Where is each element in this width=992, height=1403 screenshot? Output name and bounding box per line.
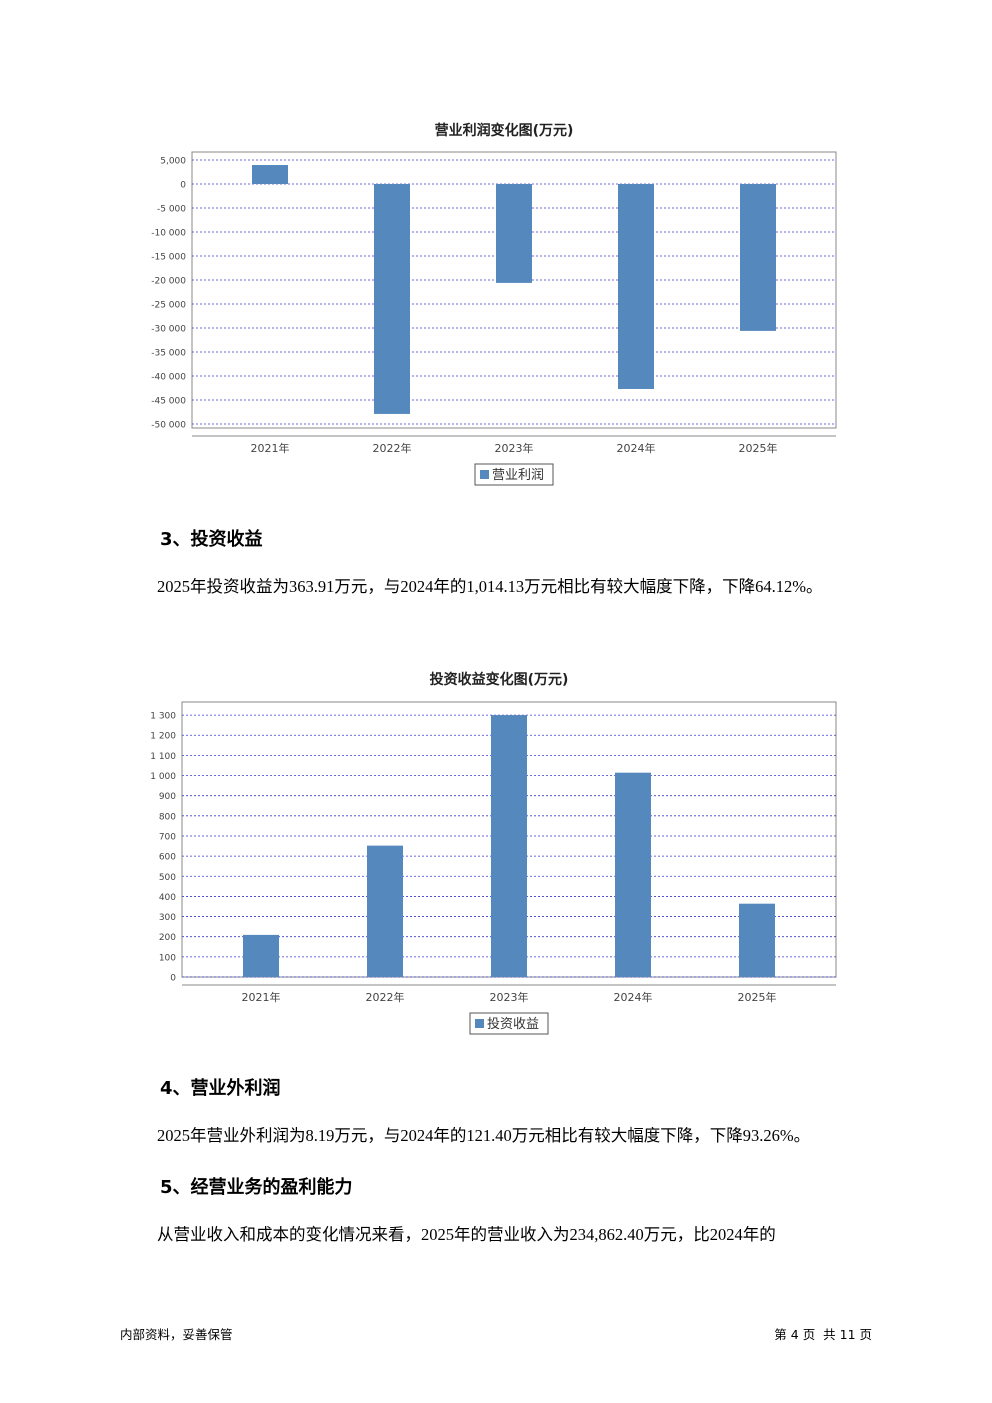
- y-tick-label: -30 000: [151, 325, 186, 335]
- y-tick-label: 600: [159, 853, 176, 863]
- y-tick-label: -15 000: [151, 253, 186, 263]
- legend-swatch: [480, 470, 489, 479]
- bar: [739, 903, 775, 977]
- bar: [367, 845, 403, 977]
- bar: [496, 184, 532, 283]
- y-tick-label: 400: [159, 893, 176, 903]
- y-tick-label: -35 000: [151, 349, 186, 359]
- x-tick-label: 2022年: [366, 990, 405, 1004]
- section-heading: 3、投资收益: [160, 529, 263, 550]
- y-tick-label: -10 000: [151, 229, 186, 239]
- x-tick-label: 2021年: [251, 441, 290, 455]
- x-tick-label: 2021年: [242, 990, 281, 1004]
- charts: 营业利润变化图(万元) 5,000 0 -5 000 -10 000 -15 000 -20…: [150, 122, 837, 1035]
- y-tick-label: 500: [159, 873, 176, 883]
- chart-title: 投资收益变化图(万元): [430, 671, 569, 688]
- bar: [243, 934, 279, 977]
- y-tick-label: 100: [159, 953, 176, 963]
- y-tick-label: 1 300: [150, 712, 176, 722]
- bar: [491, 715, 527, 977]
- y-tick-label: 1 100: [150, 752, 176, 762]
- bar: [374, 184, 410, 414]
- legend-box: [469, 1012, 549, 1035]
- x-tick-label: 2024年: [614, 990, 653, 1004]
- legend-label: 营业利润: [492, 468, 544, 483]
- paragraph: 从营业收入和成本的变化情况来看，2025年的营业收入为234,862.40万元，…: [157, 1225, 776, 1244]
- bar: [252, 165, 288, 185]
- bar: [618, 184, 654, 389]
- footer-right: 第 4 页 共 11 页: [774, 1327, 872, 1342]
- y-tick-label: 800: [159, 812, 176, 822]
- x-tick-label: 2025年: [738, 990, 777, 1004]
- x-tick-label: 2022年: [373, 441, 412, 455]
- bar: [615, 772, 651, 977]
- y-tick-label: 5,000: [160, 157, 186, 167]
- paragraph: 2025年投资收益为363.91万元，与2024年的1,014.13万元相比有较…: [157, 577, 823, 596]
- y-tick-label: 1 000: [150, 772, 176, 782]
- x-tick-label: 2023年: [490, 990, 529, 1004]
- y-tick-label: -40 000: [151, 373, 186, 383]
- y-tick-label: -50 000: [151, 421, 186, 431]
- legend-swatch: [475, 1019, 484, 1028]
- legend-label: 投资收益: [487, 1016, 539, 1032]
- y-tick-label: 200: [159, 933, 176, 943]
- chart-title: 营业利润变化图(万元): [435, 122, 574, 139]
- paragraph: 2025年营业外利润为8.19万元，与2024年的121.40万元相比有较大幅度…: [157, 1126, 811, 1145]
- y-tick-label: 0: [180, 181, 186, 191]
- y-tick-label: 900: [159, 792, 176, 802]
- x-tick-label: 2023年: [495, 441, 534, 455]
- legend-box: [474, 463, 554, 486]
- y-tick-label: 700: [159, 832, 176, 842]
- footer-left: 内部资料，妥善保管: [120, 1327, 233, 1342]
- y-tick-label: 0: [170, 974, 176, 984]
- section-heading: 5、经营业务的盈利能力: [160, 1177, 353, 1198]
- section-heading: 4、营业外利润: [160, 1078, 281, 1099]
- y-tick-label: -20 000: [151, 277, 186, 287]
- y-tick-label: -5 000: [157, 205, 186, 215]
- x-tick-label: 2024年: [617, 441, 656, 455]
- bar: [740, 184, 776, 331]
- y-tick-label: 300: [159, 913, 176, 923]
- y-tick-label: 1 200: [150, 732, 176, 742]
- y-tick-label: -25 000: [151, 301, 186, 311]
- x-tick-label: 2025年: [739, 441, 778, 455]
- y-tick-label: -45 000: [151, 397, 186, 407]
